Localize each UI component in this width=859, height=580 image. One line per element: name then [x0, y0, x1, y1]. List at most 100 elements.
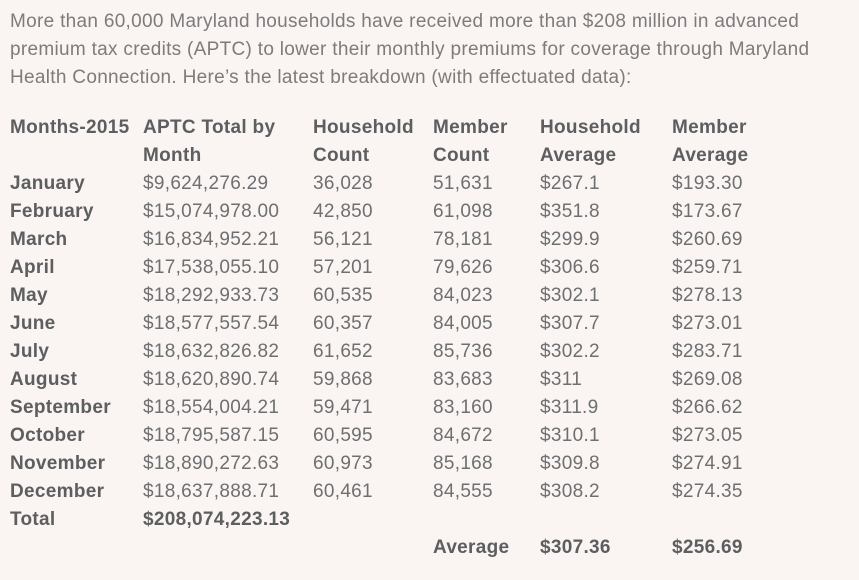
column-header-household-average: Household Average: [540, 117, 641, 166]
empty-cell: [313, 534, 433, 562]
table-row-october: October $18,795,587.15 60,595 84,672 $31…: [10, 422, 852, 450]
aptc-total-cell: $18,620,890.74: [143, 369, 280, 390]
household-average-cell: $311: [540, 369, 583, 390]
table-row-december: December $18,637,888.71 60,461 84,555 $3…: [10, 478, 852, 506]
column-header-household-count: Household Count: [313, 117, 414, 166]
average-member-value: $256.69: [672, 537, 743, 558]
table-row-march: March $16,834,952.21 56,121 78,181 $299.…: [10, 226, 852, 254]
member-average-cell: $274.91: [672, 453, 743, 474]
household-count-cell: 59,868: [313, 369, 373, 390]
household-count-cell: 56,121: [313, 229, 373, 250]
aptc-total-cell: $18,632,826.82: [143, 341, 280, 362]
member-average-cell: $278.13: [672, 285, 743, 306]
table-row-february: February $15,074,978.00 42,850 61,098 $3…: [10, 198, 852, 226]
table-row-may: May $18,292,933.73 60,535 84,023 $302.1 …: [10, 282, 852, 310]
household-average-cell: $307.7: [540, 313, 600, 334]
household-count-cell: 60,595: [313, 425, 373, 446]
household-average-cell: $299.9: [540, 229, 600, 250]
member-count-cell: 85,736: [433, 341, 493, 362]
month-cell: March: [10, 229, 68, 250]
aptc-total-cell: $18,554,004.21: [143, 397, 280, 418]
household-count-cell: 60,357: [313, 313, 373, 334]
member-average-cell: $269.08: [672, 369, 743, 390]
empty-cell: [143, 534, 313, 562]
month-cell: December: [10, 481, 105, 502]
average-row: Average $307.36 $256.69: [10, 534, 852, 562]
household-average-cell: $308.2: [540, 481, 600, 502]
household-count-cell: 36,028: [313, 173, 373, 194]
month-cell: November: [10, 453, 106, 474]
member-average-cell: $283.71: [672, 341, 743, 362]
empty-cell: [672, 506, 852, 534]
month-cell: October: [10, 425, 85, 446]
intro-paragraph: More than 60,000 Maryland households hav…: [10, 11, 810, 88]
month-cell: June: [10, 313, 56, 334]
member-average-cell: $266.62: [672, 397, 743, 418]
member-count-cell: 84,672: [433, 425, 493, 446]
aptc-total-cell: $17,538,055.10: [143, 257, 280, 278]
member-average-cell: $259.71: [672, 257, 743, 278]
aptc-total-cell: $18,890,272.63: [143, 453, 280, 474]
household-average-cell: $311.9: [540, 397, 599, 418]
month-cell: August: [10, 369, 78, 390]
member-average-cell: $260.69: [672, 229, 743, 250]
household-count-cell: 59,471: [313, 397, 373, 418]
household-average-cell: $267.1: [540, 173, 600, 194]
aptc-total-cell: $18,292,933.73: [143, 285, 280, 306]
empty-cell: [540, 506, 672, 534]
month-cell: April: [10, 257, 55, 278]
column-header-member-count: Member Count: [433, 117, 508, 166]
member-average-cell: $173.67: [672, 201, 743, 222]
table-row-june: June $18,577,557.54 60,357 84,005 $307.7…: [10, 310, 852, 338]
table-row-january: January $9,624,276.29 36,028 51,631 $267…: [10, 170, 852, 198]
member-average-cell: $273.05: [672, 425, 743, 446]
table-row-april: April $17,538,055.10 57,201 79,626 $306.…: [10, 254, 852, 282]
household-average-cell: $302.2: [540, 341, 600, 362]
household-count-cell: 57,201: [313, 257, 373, 278]
member-average-cell: $193.30: [672, 173, 743, 194]
aptc-total-cell: $16,834,952.21: [143, 229, 280, 250]
member-count-cell: 85,168: [433, 453, 493, 474]
household-average-cell: $351.8: [540, 201, 600, 222]
household-count-cell: 60,535: [313, 285, 373, 306]
household-count-cell: 42,850: [313, 201, 373, 222]
empty-cell: [313, 506, 433, 534]
month-cell: July: [10, 341, 50, 362]
table-row-september: September $18,554,004.21 59,471 83,160 $…: [10, 394, 852, 422]
household-average-cell: $310.1: [540, 425, 600, 446]
household-count-cell: 61,652: [313, 341, 373, 362]
member-average-cell: $274.35: [672, 481, 743, 502]
month-cell: January: [10, 173, 85, 194]
empty-cell: [10, 534, 143, 562]
member-count-cell: 84,005: [433, 313, 493, 334]
household-count-cell: 60,461: [313, 481, 373, 502]
total-label: Total: [10, 509, 56, 530]
table-row-july: July $18,632,826.82 61,652 85,736 $302.2…: [10, 338, 852, 366]
table-header-row: Months-2015 APTC Total by Month Househol…: [10, 114, 852, 170]
column-header-months: Months-2015: [10, 117, 130, 138]
column-header-aptc-total: APTC Total by Month: [143, 117, 276, 166]
household-count-cell: 60,973: [313, 453, 373, 474]
member-count-cell: 51,631: [433, 173, 493, 194]
aptc-total-cell: $15,074,978.00: [143, 201, 280, 222]
member-count-cell: 84,555: [433, 481, 493, 502]
member-count-cell: 61,098: [433, 201, 493, 222]
household-average-cell: $302.1: [540, 285, 600, 306]
member-count-cell: 84,023: [433, 285, 493, 306]
aptc-breakdown-table: Months-2015 APTC Total by Month Househol…: [10, 114, 852, 562]
average-label: Average: [433, 537, 510, 558]
aptc-total-cell: $18,637,888.71: [143, 481, 280, 502]
month-cell: May: [10, 285, 48, 306]
household-average-cell: $309.8: [540, 453, 600, 474]
household-average-cell: $306.6: [540, 257, 600, 278]
month-cell: September: [10, 397, 111, 418]
member-count-cell: 79,626: [433, 257, 493, 278]
total-aptc-value: $208,074,223.13: [143, 509, 291, 530]
member-count-cell: 83,160: [433, 397, 493, 418]
member-count-cell: 78,181: [433, 229, 493, 250]
average-household-value: $307.36: [540, 537, 611, 558]
column-header-member-average: Member Average: [672, 117, 749, 166]
aptc-total-cell: $18,795,587.15: [143, 425, 280, 446]
aptc-total-cell: $18,577,557.54: [143, 313, 280, 334]
empty-cell: [433, 506, 540, 534]
